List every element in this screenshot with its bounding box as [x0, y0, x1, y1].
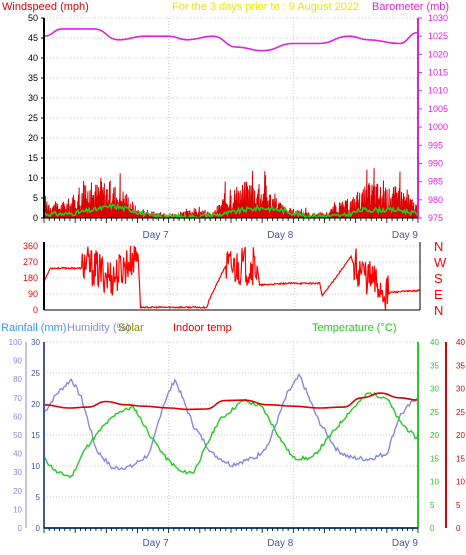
temperature-tick-label: 10	[430, 478, 439, 487]
temperature-tick-label: 15	[430, 454, 439, 463]
rainfall-tick-label: 5	[36, 493, 41, 502]
wind-tick-label: 40	[28, 53, 38, 63]
humidity-tick-label: 90	[13, 357, 22, 366]
barometer-tick-label: 1005	[428, 104, 448, 114]
direction-tick-label: 180	[23, 273, 38, 283]
wind-tick-label: 0	[33, 213, 38, 223]
indoor-temp-tick-label: 25	[456, 408, 465, 417]
temperature-tick-label: 0	[430, 524, 435, 533]
barometer-tick-label: 1025	[428, 31, 448, 41]
compass-label: N	[434, 303, 443, 318]
compass-label: N	[434, 239, 443, 254]
direction-tick-label: 270	[23, 257, 38, 267]
wind-tick-label: 25	[28, 113, 38, 123]
barometer-tick-label: 990	[428, 158, 443, 168]
indoor-temp-tick-label: 35	[456, 361, 465, 370]
humidity-tick-label: 40	[13, 450, 22, 459]
compass-label: S	[434, 271, 443, 286]
humidity-tick-label: 10	[13, 505, 22, 514]
wind-tick-label: 5	[33, 193, 38, 203]
compass-label: W	[434, 255, 447, 270]
barometer-tick-label: 1015	[428, 68, 448, 78]
temperature-tick-label: 40	[430, 338, 439, 347]
rainfall-tick-label: 15	[31, 431, 40, 440]
wind-tick-label: 20	[28, 133, 38, 143]
temperature-tick-label: 20	[430, 431, 439, 440]
barometer-tick-label: 985	[428, 177, 443, 187]
wind-tick-label: 50	[28, 13, 38, 23]
chart-title: For the 3 days prior to : 9 August 2022	[172, 1, 359, 13]
wind-tick-label: 15	[28, 153, 38, 163]
humidity-tick-label: 30	[13, 468, 22, 477]
wind-day-label: Day 8	[267, 230, 294, 241]
indoor-temp-tick-label: 15	[456, 454, 465, 463]
humidity-tick-label: 20	[13, 487, 22, 496]
humidity-axis-label: Humidity (%)	[67, 322, 130, 334]
temperature-series	[43, 391, 419, 479]
wind-direction-series	[43, 245, 421, 311]
solar-label: Solar	[118, 322, 144, 334]
rainfall-tick-label: 20	[31, 400, 40, 409]
humidity-tick-label: 50	[13, 431, 22, 440]
temp-day-label: Day 8	[267, 538, 294, 549]
barometer-tick-label: 975	[428, 213, 443, 223]
rainfall-tick-label: 10	[31, 462, 40, 471]
wind-panel-series	[43, 28, 419, 221]
temperature-axis-label: Temperature (°C)	[312, 322, 396, 334]
barometer-tick-label: 1030	[428, 13, 448, 23]
humidity-tick-label: 60	[13, 412, 22, 421]
wind-tick-label: 35	[28, 73, 38, 83]
humidity-tick-label: 80	[13, 375, 22, 384]
indoor-temp-tick-label: 20	[456, 431, 465, 440]
rainfall-tick-label: 30	[31, 338, 40, 347]
wind-day-label: Day 7	[143, 230, 170, 241]
direction-tick-label: 0	[33, 305, 38, 315]
rainfall-axis-label: Rainfall (mm)	[1, 322, 66, 334]
temperature-tick-label: 5	[430, 501, 435, 510]
direction-tick-label: 90	[28, 289, 38, 299]
wind-tick-label: 10	[28, 173, 38, 183]
wind-day-label: Day 9	[392, 230, 419, 241]
indoor-temp-tick-label: 0	[456, 524, 461, 533]
barometer-series	[43, 28, 419, 52]
compass-label: E	[434, 287, 443, 302]
wind-average-series	[43, 202, 419, 221]
indoor-temp-tick-label: 30	[456, 385, 465, 394]
indoor-temp-label: Indoor temp	[173, 322, 232, 334]
indoor-temp-tick-label: 10	[456, 478, 465, 487]
barometer-axis-label: Barometer (mb)	[372, 1, 449, 13]
wind-panel-axes: 0510152025303540455097598098599099510001…	[28, 13, 448, 241]
wind-gust-series	[43, 168, 419, 220]
humidity-tick-label: 100	[9, 338, 23, 347]
temp-panel-axes: 0 10 20 30 40 50 60 70 80 90 100 0 5 10 15 20 25 30 0 0 5 5 10…	[9, 338, 466, 549]
humidity-tick-label: 70	[13, 394, 22, 403]
barometer-tick-label: 1010	[428, 86, 448, 96]
barometer-tick-label: 1000	[428, 122, 448, 132]
indoor-temp-tick-label: 5	[456, 501, 461, 510]
barometer-tick-label: 1020	[428, 49, 448, 59]
wind-tick-label: 30	[28, 93, 38, 103]
barometer-tick-label: 980	[428, 195, 443, 205]
humidity-tick-label: 0	[18, 524, 23, 533]
barometer-tick-label: 995	[428, 140, 443, 150]
temperature-tick-label: 25	[430, 408, 439, 417]
rainfall-tick-label: 0	[36, 524, 41, 533]
humidity-series	[43, 373, 419, 471]
temp-day-label: Day 9	[392, 538, 419, 549]
direction-panel-series	[43, 245, 421, 311]
temp-day-label: Day 7	[143, 538, 170, 549]
temperature-tick-label: 35	[430, 361, 439, 370]
direction-tick-label: 360	[23, 241, 38, 251]
windspeed-axis-label: Windspeed (mph)	[2, 1, 89, 13]
temperature-tick-label: 30	[430, 385, 439, 394]
indoor-temp-series	[43, 392, 419, 411]
wind-tick-label: 45	[28, 33, 38, 43]
rainfall-tick-label: 25	[31, 369, 40, 378]
indoor-temp-tick-label: 40	[456, 338, 465, 347]
